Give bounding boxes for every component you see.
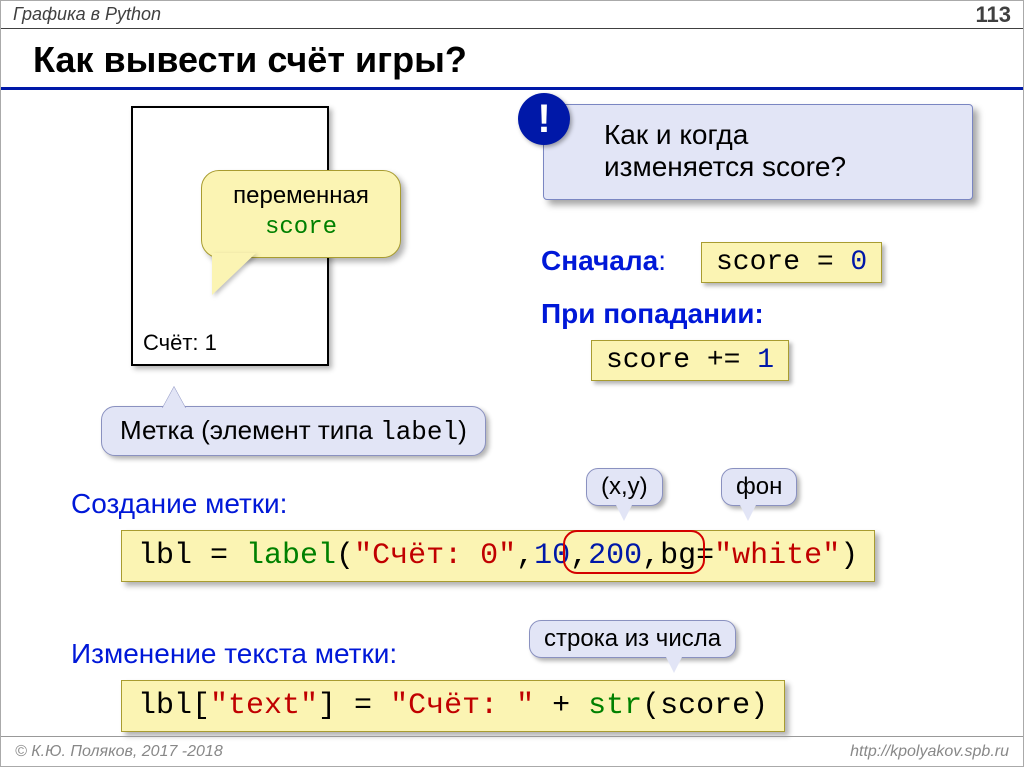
slide-title: Как вывести счёт игры? bbox=[1, 29, 1023, 90]
first-label: Сначала: bbox=[541, 245, 666, 277]
header-bar: Графика в Python 113 bbox=[1, 1, 1023, 29]
exclamation-icon: ! bbox=[518, 93, 570, 145]
change-label: Изменение текста метки: bbox=[71, 638, 397, 670]
slide-content: Счёт: 1 переменная score ! Как и когда и… bbox=[1, 90, 1023, 750]
cc-p2: ( bbox=[336, 539, 354, 573]
footer-bar: © К.Ю. Поляков, 2017 -2018 http://kpolya… bbox=[1, 736, 1023, 766]
slide: Графика в Python 113 Как вывести счёт иг… bbox=[0, 0, 1024, 767]
ch-s: "Счёт: " bbox=[390, 689, 534, 723]
cc-bg: "white" bbox=[714, 539, 840, 573]
bg-callout: фон bbox=[721, 468, 797, 506]
footer-url: http://kpolyakov.spb.ru bbox=[850, 743, 1009, 761]
label-element-callout: Метка (элемент типа label) bbox=[101, 406, 486, 456]
grey-callout-pre: Метка (элемент типа bbox=[120, 415, 380, 445]
page-number: 113 bbox=[976, 2, 1012, 28]
ch-p2: ] = bbox=[318, 689, 390, 723]
window-score-text: Счёт: 1 bbox=[143, 330, 217, 356]
cc-str: "Счёт: 0" bbox=[354, 539, 516, 573]
cc-p5: ,bg= bbox=[642, 539, 714, 573]
cc-p6: ) bbox=[840, 539, 858, 573]
cc-n1: 10 bbox=[534, 539, 570, 573]
variable-callout-code: score bbox=[265, 214, 337, 241]
variable-callout: переменная score bbox=[201, 170, 401, 258]
first-code: score = 0 bbox=[701, 242, 882, 283]
first-code-lhs: score = bbox=[716, 247, 850, 278]
variable-callout-line1: переменная bbox=[233, 182, 369, 209]
hit-label-text: При попадании bbox=[541, 298, 754, 329]
first-code-val: 0 bbox=[850, 247, 867, 278]
grey-callout-post: ) bbox=[458, 415, 467, 445]
footer-copyright: © К.Ю. Поляков, 2017 -2018 bbox=[15, 743, 223, 761]
grey-callout-code: label bbox=[380, 417, 458, 447]
first-label-text: Сначала bbox=[541, 245, 658, 276]
ch-fn: str bbox=[588, 689, 642, 723]
create-code: lbl = label("Счёт: 0",10,200,bg="white") bbox=[121, 530, 875, 582]
ch-p1: lbl[ bbox=[138, 689, 210, 723]
cc-fn: label bbox=[246, 539, 336, 573]
str-callout: строка из числа bbox=[529, 620, 736, 658]
hit-label: При попадании: bbox=[541, 298, 764, 330]
hit-code: score += 1 bbox=[591, 340, 789, 381]
cc-p4: , bbox=[570, 539, 588, 573]
cc-p3: , bbox=[516, 539, 534, 573]
hit-code-val: 1 bbox=[757, 345, 774, 376]
hit-code-lhs: score += bbox=[606, 345, 757, 376]
ch-p4: (score) bbox=[642, 689, 768, 723]
cc-n2: 200 bbox=[588, 539, 642, 573]
xy-callout: (x,y) bbox=[586, 468, 663, 506]
header-topic: Графика в Python bbox=[13, 4, 161, 25]
info-line2: изменяется score? bbox=[604, 151, 846, 182]
create-label: Создание метки: bbox=[71, 488, 287, 520]
ch-p3: + bbox=[534, 689, 588, 723]
ch-k: "text" bbox=[210, 689, 318, 723]
info-line1: Как и когда bbox=[604, 119, 748, 150]
info-callout: ! Как и когда изменяется score? bbox=[543, 104, 973, 200]
cc-p1: lbl = bbox=[138, 539, 246, 573]
change-code: lbl["text"] = "Счёт: " + str(score) bbox=[121, 680, 785, 732]
